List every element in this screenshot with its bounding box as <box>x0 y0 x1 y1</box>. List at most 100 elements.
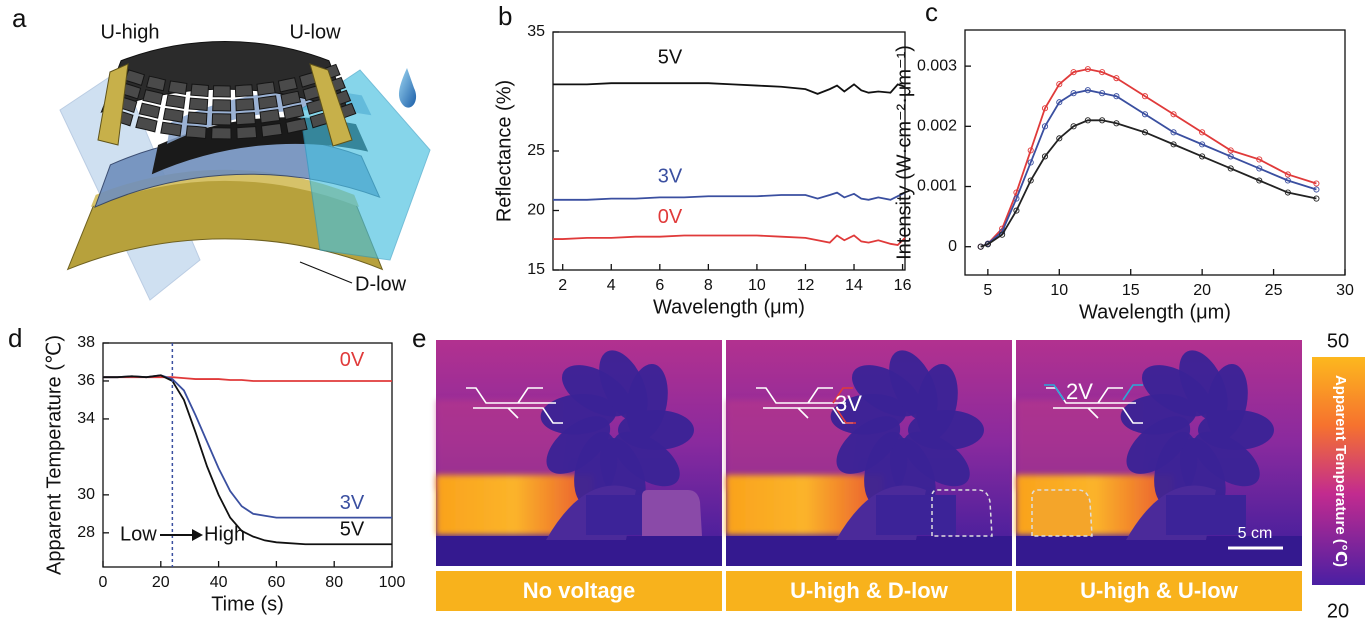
voltage-label: 3V <box>835 391 862 416</box>
data-point <box>1084 66 1091 73</box>
circuit <box>466 387 563 424</box>
pot <box>876 495 956 535</box>
data-point <box>1170 111 1177 118</box>
data-point <box>1141 129 1149 136</box>
data-point <box>1256 156 1263 163</box>
x-tick-label: 15 <box>1122 282 1140 299</box>
caption: No voltage <box>523 578 635 603</box>
voltage-label: 2V <box>1066 379 1093 404</box>
floor <box>436 536 722 566</box>
x-axis-label: Wavelength (μm) <box>653 296 805 318</box>
y-tick-label: 35 <box>527 23 545 40</box>
caption: U-high & U-low <box>1080 578 1239 603</box>
diagram-label: D-low <box>355 273 407 295</box>
tile <box>280 90 302 107</box>
series-label: 3V <box>658 166 683 188</box>
x-tick-label: 25 <box>1265 282 1283 299</box>
floor <box>726 536 1012 566</box>
y-tick-label: 0.002 <box>917 118 957 135</box>
series-line <box>980 89 1317 248</box>
diagram-label: U-low <box>289 21 341 43</box>
data-point <box>1227 153 1234 160</box>
leaf <box>1206 364 1248 440</box>
data-point <box>1027 159 1034 166</box>
car <box>1031 489 1093 537</box>
series-label: 3V <box>340 492 365 514</box>
tile <box>256 81 276 96</box>
panel-label: e <box>412 323 426 353</box>
series-label: 5V <box>658 46 683 68</box>
tile <box>234 84 254 98</box>
data-point <box>1070 90 1077 97</box>
x-tick-label: 100 <box>379 574 406 591</box>
colorbar-label: Apparent Temperature (℃) <box>1332 375 1349 567</box>
plots: 2 4 6 8 10 12 14 16 15 20 25 35 Wavelength (μm) Refle… <box>43 23 1354 615</box>
series-label: 0V <box>340 349 365 371</box>
car <box>931 489 993 537</box>
data-point <box>1227 165 1234 172</box>
thermal-image <box>1016 340 1302 566</box>
arrow-head <box>192 529 203 541</box>
circuit <box>756 387 853 424</box>
tile <box>185 125 207 140</box>
data-point <box>1141 93 1149 100</box>
data-point <box>1141 111 1149 118</box>
caption-bar <box>726 571 1012 611</box>
x-tick-label: 5 <box>983 282 992 299</box>
data-point <box>1199 153 1206 160</box>
panel-label: a <box>12 3 27 33</box>
series-label: 0V <box>658 206 683 228</box>
tile <box>162 107 184 123</box>
data-point <box>1013 195 1020 202</box>
data-point <box>1084 87 1091 94</box>
y-tick-label: 34 <box>77 410 95 427</box>
tile <box>282 104 305 121</box>
data-point <box>1284 189 1291 196</box>
tile <box>259 109 281 124</box>
y-tick-label: 36 <box>77 372 95 389</box>
data-point <box>1099 69 1106 76</box>
data-point <box>1199 141 1206 148</box>
tile <box>236 126 258 140</box>
x-tick-label: 20 <box>152 574 170 591</box>
tile <box>212 99 232 112</box>
data-point <box>977 243 984 250</box>
tile <box>135 116 158 133</box>
tile <box>124 69 146 87</box>
tile <box>211 113 232 126</box>
data-point <box>984 241 991 248</box>
y-tick-label: 38 <box>77 334 95 351</box>
plot-frame <box>102 342 393 568</box>
y-tick-label: 30 <box>77 486 95 503</box>
caption-bar <box>1016 571 1302 611</box>
y-tick-label: 28 <box>77 524 95 541</box>
tile <box>212 85 231 98</box>
x-tick-label: 10 <box>748 277 766 294</box>
x-tick-label: 16 <box>894 277 912 294</box>
y-tick-label: 20 <box>527 202 545 219</box>
data-point <box>1027 177 1034 184</box>
y-tick-label: 0.001 <box>917 178 957 195</box>
electrode-right <box>309 63 353 147</box>
y-axis-label: Reflectance (%) <box>493 80 515 222</box>
tile <box>142 89 164 106</box>
x-tick-label: 30 <box>1336 282 1354 299</box>
x-tick-label: 0 <box>99 574 108 591</box>
data-point <box>1027 147 1034 154</box>
x-tick-label: 2 <box>558 277 567 294</box>
colorbar-min: 20 <box>1327 600 1349 622</box>
scale-label: 5 cm <box>1238 525 1273 542</box>
data-point <box>1284 171 1291 178</box>
data-point <box>1313 180 1320 187</box>
tile <box>211 127 232 140</box>
x-tick-label: 4 <box>607 277 616 294</box>
tile <box>167 80 188 96</box>
series-label: 5V <box>340 519 365 541</box>
data-point <box>1113 75 1120 82</box>
annotation: Low <box>120 523 157 545</box>
droplet <box>398 68 417 108</box>
data-point <box>1256 165 1263 172</box>
panel-label: b <box>498 1 512 31</box>
data-point <box>1256 177 1263 184</box>
